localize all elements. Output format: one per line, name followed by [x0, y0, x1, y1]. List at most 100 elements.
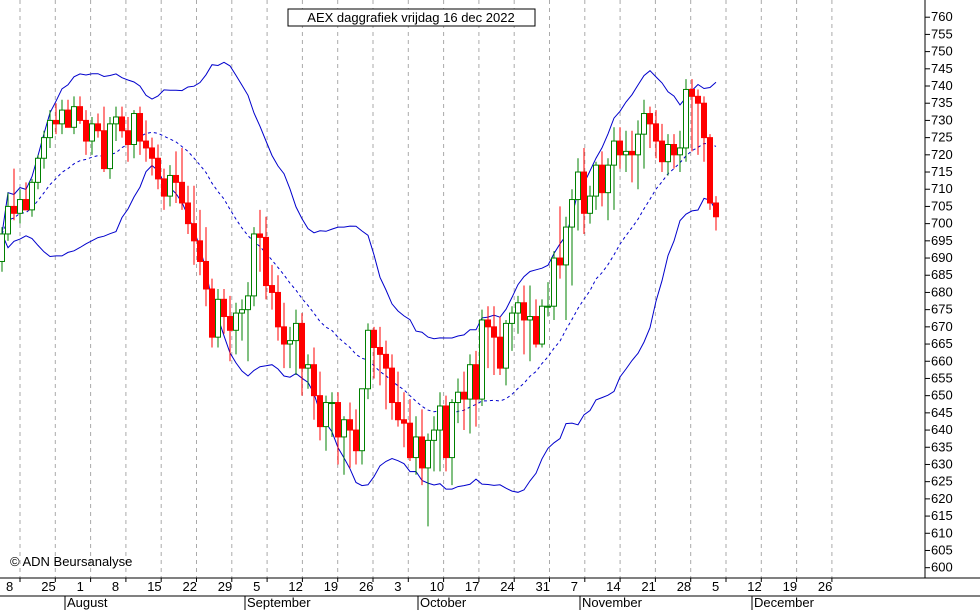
x-tick-label: 25	[41, 579, 55, 594]
candle	[629, 130, 635, 183]
y-tick-label: 705	[931, 198, 953, 213]
candle	[437, 392, 443, 472]
candle-body	[485, 319, 491, 328]
candle	[347, 402, 353, 468]
candle	[221, 289, 227, 334]
candle-body	[59, 109, 65, 125]
candle-body	[611, 140, 617, 166]
candle	[593, 161, 599, 210]
candle-body	[107, 123, 113, 170]
candle	[539, 299, 545, 348]
candle-body	[353, 429, 359, 452]
candle	[185, 185, 191, 234]
candle-body	[407, 422, 413, 459]
candle	[413, 416, 419, 475]
candle-body	[437, 405, 443, 431]
candle-body	[5, 205, 11, 235]
candle	[167, 165, 173, 207]
candle	[287, 326, 293, 369]
candle-body	[563, 226, 569, 266]
candle	[335, 392, 341, 465]
candle-body	[83, 119, 89, 142]
candle	[59, 99, 65, 135]
x-tick-label: 21	[641, 579, 655, 594]
y-axis-ticks: 600 605 610 615 620 625 630 635 640 645 650 655 660 6…	[925, 9, 953, 575]
candle	[443, 395, 449, 472]
candle-body	[203, 260, 209, 290]
candle-body	[239, 309, 245, 314]
chart-title-group: AEX daggrafiek vrijdag 16 dec 2022	[287, 8, 536, 27]
y-tick-label: 675	[931, 302, 953, 317]
candle-body	[47, 119, 53, 139]
candle-body	[665, 144, 671, 163]
candle	[581, 147, 587, 234]
candle-body	[473, 364, 479, 400]
candle	[197, 209, 203, 276]
candle-body	[521, 302, 527, 321]
candle	[653, 110, 659, 159]
candle	[257, 209, 263, 272]
candle-body	[503, 322, 509, 369]
y-tick-label: 695	[931, 233, 953, 248]
candle	[455, 378, 461, 424]
candle-body	[449, 402, 455, 459]
candle	[329, 392, 335, 437]
candle	[509, 306, 515, 351]
candle	[293, 309, 299, 376]
candle-body	[299, 322, 305, 369]
y-tick-label: 660	[931, 353, 953, 368]
x-tick-label: 8	[112, 579, 119, 594]
candle-body	[95, 123, 101, 132]
candle-body	[365, 329, 371, 390]
x-tick-label: 7	[571, 579, 578, 594]
candle	[5, 192, 11, 241]
candle-body	[155, 157, 161, 180]
candle	[557, 206, 563, 279]
y-tick-label: 720	[931, 147, 953, 162]
candle-body	[575, 171, 581, 201]
candle	[53, 103, 59, 135]
y-tick-label: 645	[931, 405, 953, 420]
candle-body	[335, 402, 341, 438]
candle-body	[161, 178, 167, 197]
y-tick-label: 670	[931, 319, 953, 334]
y-tick-label: 680	[931, 284, 953, 299]
candle-body	[431, 429, 437, 441]
candle	[353, 409, 359, 465]
y-tick-label: 650	[931, 388, 953, 403]
candle	[569, 189, 575, 286]
candle-body	[53, 119, 59, 125]
candle-body	[23, 199, 29, 211]
candle-body	[659, 140, 665, 163]
y-tick-label: 755	[931, 26, 953, 41]
candle	[143, 120, 149, 162]
candle-body	[569, 199, 575, 228]
candle-body	[305, 364, 311, 369]
candle	[23, 182, 29, 211]
candle-body	[677, 147, 683, 156]
candle-body	[233, 312, 239, 331]
candle	[701, 96, 707, 162]
candle	[377, 326, 383, 386]
candle-body	[359, 388, 365, 452]
candle	[155, 144, 161, 190]
y-tick-label: 635	[931, 439, 953, 454]
candle-body	[629, 150, 635, 156]
candle-body	[89, 123, 95, 142]
candle	[251, 227, 257, 307]
candle-body	[269, 285, 275, 293]
candle-body	[227, 316, 233, 331]
candle-body	[0, 233, 5, 262]
candle-body	[467, 364, 473, 400]
candle	[401, 392, 407, 448]
candle-body	[179, 181, 185, 204]
candle-body	[245, 295, 251, 311]
candle	[17, 189, 23, 224]
y-tick-label: 730	[931, 112, 953, 127]
x-tick-label: 10	[430, 579, 444, 594]
candle	[599, 151, 605, 207]
candle-body	[125, 130, 131, 146]
candle-body	[557, 257, 563, 266]
candle	[551, 251, 557, 320]
